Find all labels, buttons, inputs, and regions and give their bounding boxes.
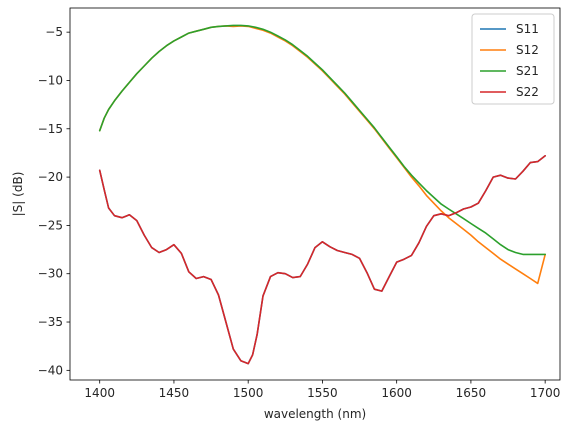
x-tick-label: 1400 (84, 386, 115, 400)
y-tick-label: −10 (38, 73, 63, 87)
x-tick-label: 1600 (381, 386, 412, 400)
y-tick-label: −25 (38, 218, 63, 232)
y-tick-label: −5 (45, 25, 63, 39)
legend-label-s12: S12 (516, 43, 539, 57)
y-tick-label: −35 (38, 315, 63, 329)
x-tick-label: 1650 (456, 386, 487, 400)
y-axis-title: |S| (dB) (11, 172, 25, 217)
x-tick-label: 1450 (159, 386, 190, 400)
plot-frame (69, 7, 561, 381)
legend: S11 S12 S21 S22 (471, 13, 555, 105)
y-tick-label: −40 (38, 363, 63, 377)
series-line-s21 (98, 24, 547, 256)
x-tick-label: 1500 (233, 386, 264, 400)
y-tick-label: −20 (38, 170, 63, 184)
legend-label-s22: S22 (516, 85, 539, 99)
legend-label-s11: S11 (516, 22, 539, 36)
legend-label-s21: S21 (516, 64, 539, 78)
series-layer (98, 24, 547, 365)
y-tick-label: −15 (38, 122, 63, 136)
x-tick-label: 1700 (530, 386, 561, 400)
ticks-layer: 1400 1450 1500 1550 1600 1650 1700 −40 −35 −30 −25… (38, 25, 561, 400)
legend-box (471, 13, 555, 105)
series-line-s22 (98, 155, 547, 365)
x-tick-label: 1550 (307, 386, 338, 400)
y-tick-label: −30 (38, 267, 63, 281)
x-axis-title: wavelength (nm) (264, 407, 366, 421)
